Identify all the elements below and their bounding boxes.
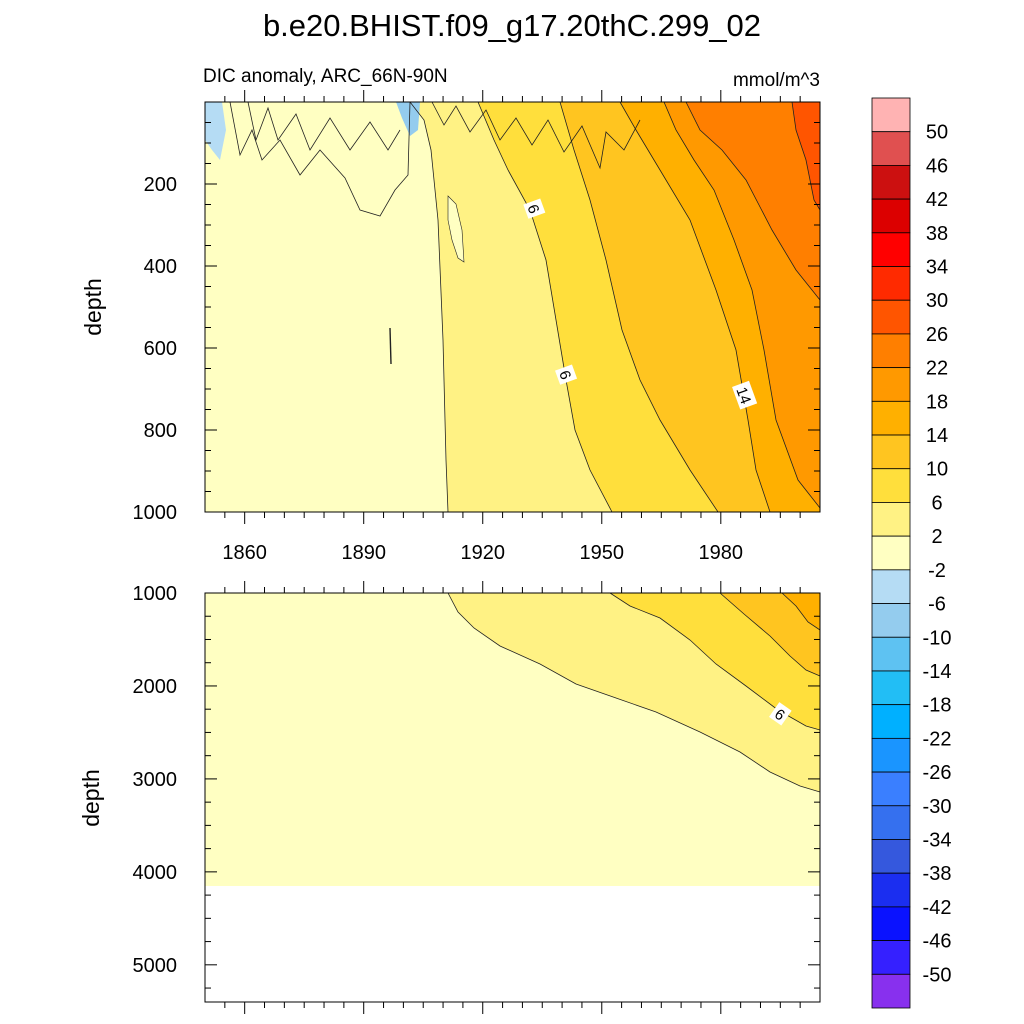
x-tick-label: 1860 xyxy=(222,542,267,564)
contour-fill-neg-mid xyxy=(396,102,420,136)
colorbar-label: -14 xyxy=(923,661,952,683)
colorbar-label: 6 xyxy=(931,492,942,514)
colorbar-swatch xyxy=(871,737,911,773)
y-tick-label: 200 xyxy=(144,174,177,196)
colorbar-swatch xyxy=(871,165,911,200)
colorbar-label: -42 xyxy=(923,897,952,919)
colorbar-label: -6 xyxy=(928,594,946,616)
colorbar-swatch xyxy=(871,333,911,369)
contour-label: 6 xyxy=(769,702,792,726)
colorbar-label: 30 xyxy=(926,290,948,312)
contour-fill-neg-left xyxy=(205,102,226,160)
contour-island xyxy=(447,195,465,263)
y-tick-label: 3000 xyxy=(133,769,178,791)
colorbar-swatch xyxy=(871,131,911,166)
colorbar-label: -34 xyxy=(923,829,952,851)
x-tick-label: 1980 xyxy=(699,542,744,564)
colorbar-label: 18 xyxy=(926,391,948,413)
y-tick-label: 1000 xyxy=(133,583,178,605)
x-tick-label: 1890 xyxy=(341,542,386,564)
contour-label: 14 xyxy=(732,380,758,410)
colorbar-swatch xyxy=(871,468,911,503)
contour-label-bg xyxy=(555,364,578,385)
contour-label-bg xyxy=(769,702,792,726)
x-tick-label: 1950 xyxy=(580,542,625,564)
colorbar-swatch xyxy=(871,940,911,975)
contour-label-text: 14 xyxy=(732,385,754,406)
contour-label-bg xyxy=(523,198,546,219)
colorbar-swatch xyxy=(871,906,911,941)
contour-label: 6 xyxy=(523,198,546,219)
contour-spike xyxy=(389,327,392,365)
lower-panel: 6 1000 2000 3000 4000 5000 xyxy=(133,581,821,1014)
contour-fill-14-deep xyxy=(782,593,820,630)
colorbar-swatch xyxy=(871,198,911,234)
chart-subtitle-left: DIC anomaly, ARC_66N-90N xyxy=(203,66,448,87)
colorbar-swatch xyxy=(871,636,911,672)
contour-fill-26 xyxy=(792,102,820,210)
colorbar-swatch xyxy=(871,670,911,706)
colorbar-label: 10 xyxy=(926,459,948,481)
y-tick-label: 400 xyxy=(144,256,177,278)
colorbar-swatch xyxy=(871,973,911,1009)
colorbar-swatch xyxy=(871,400,911,436)
colorbar-label: -18 xyxy=(923,695,952,717)
colorbar-swatch xyxy=(871,232,911,267)
colorbar-label: 38 xyxy=(926,223,948,245)
contour-fill-22 xyxy=(686,102,820,300)
colorbar-label: -46 xyxy=(923,931,952,953)
colorbar-swatch xyxy=(871,299,911,335)
colorbar-label: 42 xyxy=(926,189,948,211)
contour-fill-10-deep xyxy=(720,593,820,676)
colorbar-label: 50 xyxy=(926,122,948,144)
y-tick-label: 2000 xyxy=(133,676,178,698)
colorbar-swatch xyxy=(871,704,911,739)
colorbar-label: 34 xyxy=(926,257,948,279)
colorbar-swatch xyxy=(871,535,911,571)
y-tick-label: 5000 xyxy=(133,955,178,977)
colorbar-label: -26 xyxy=(923,762,952,784)
x-axis: 1860 1890 1920 1950 1980 xyxy=(222,542,743,564)
colorbar-swatch xyxy=(871,839,911,874)
colorbar-label: 26 xyxy=(926,324,948,346)
x-tick-label: 1920 xyxy=(460,542,505,564)
y-axis-label-bottom: depth xyxy=(78,769,104,827)
colorbar-swatch xyxy=(871,502,911,537)
upper-panel: 6 6 14 200 400 600 800 1000 xyxy=(133,90,821,524)
y-axis-label-top: depth xyxy=(80,278,106,336)
colorbar-label: 22 xyxy=(926,358,948,380)
y-tick-label: 4000 xyxy=(133,862,178,884)
colorbar-label: 46 xyxy=(926,155,948,177)
colorbar-label: 2 xyxy=(931,526,942,548)
colorbar-swatch xyxy=(871,97,911,133)
chart-subtitle-right: mmol/m^3 xyxy=(733,70,820,91)
chart-title: b.e20.BHIST.f09_g17.20thC.299_02 xyxy=(263,8,761,43)
colorbar-swatch xyxy=(871,367,911,402)
colorbar-swatch xyxy=(871,805,911,840)
colorbar-label: -10 xyxy=(923,627,952,649)
colorbar: 50 46 42 38 34 30 26 22 18 14 10 6 2 -2 -6 -10 -14 -18 -22… xyxy=(871,97,952,1009)
colorbar-label: -38 xyxy=(923,863,952,885)
y-tick-label: 800 xyxy=(144,420,177,442)
colorbar-label: -30 xyxy=(923,796,952,818)
y-tick-label: 1000 xyxy=(133,502,178,524)
colorbar-swatch xyxy=(871,434,911,470)
colorbar-label: -2 xyxy=(928,560,946,582)
colorbar-swatch xyxy=(871,872,911,908)
colorbar-swatch xyxy=(871,569,911,604)
colorbar-swatch xyxy=(871,603,911,638)
colorbar-label: 14 xyxy=(926,425,948,447)
y-tick-label: 600 xyxy=(144,338,177,360)
colorbar-swatch xyxy=(871,771,911,807)
colorbar-label: -50 xyxy=(923,964,952,986)
colorbar-swatch xyxy=(871,266,911,301)
contour-label-bg xyxy=(732,380,758,410)
contour-label: 6 xyxy=(555,364,578,385)
colorbar-label: -22 xyxy=(923,728,952,750)
